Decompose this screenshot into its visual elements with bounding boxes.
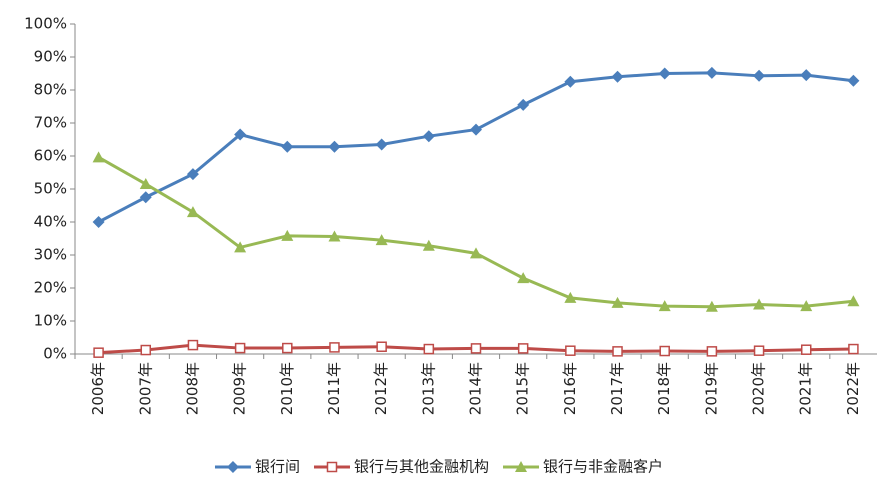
point bbox=[847, 74, 860, 87]
point bbox=[92, 216, 105, 228]
point bbox=[517, 272, 530, 284]
point bbox=[328, 140, 341, 153]
point bbox=[281, 140, 294, 153]
legend: 银行间 银行与其他金融机构 银行与非金融客户 bbox=[214, 458, 663, 476]
point bbox=[800, 69, 813, 82]
y-tick-label: 50% bbox=[34, 180, 67, 198]
point bbox=[612, 346, 623, 357]
x-tick-label: 2006年 bbox=[89, 362, 107, 415]
x-tick-label: 2010年 bbox=[278, 362, 296, 415]
point bbox=[564, 75, 577, 88]
x-tick-label: 2016年 bbox=[561, 362, 579, 415]
series-line bbox=[97, 71, 854, 224]
point bbox=[611, 296, 624, 308]
point bbox=[753, 69, 766, 82]
legend-marker bbox=[326, 461, 338, 473]
point bbox=[376, 341, 387, 352]
point bbox=[517, 98, 530, 111]
point bbox=[517, 343, 529, 354]
point bbox=[611, 70, 624, 83]
point bbox=[847, 295, 860, 307]
x-tick-label: 2011年 bbox=[325, 362, 343, 415]
y-tick-label: 40% bbox=[34, 213, 67, 231]
legend-marker bbox=[226, 461, 239, 473]
y-tick-label: 30% bbox=[34, 246, 67, 264]
point bbox=[470, 343, 482, 354]
y-tick-label: 80% bbox=[34, 81, 67, 99]
point bbox=[139, 178, 152, 190]
x-tick-label: 2009年 bbox=[231, 362, 249, 415]
point bbox=[423, 343, 435, 355]
point bbox=[658, 300, 671, 312]
y-tick-label: 0% bbox=[43, 345, 67, 363]
point bbox=[800, 300, 813, 312]
point bbox=[470, 123, 482, 136]
point bbox=[140, 344, 152, 356]
point bbox=[800, 344, 812, 355]
point bbox=[470, 247, 482, 259]
y-tick-label: 90% bbox=[34, 48, 67, 66]
y-tick-label: 100% bbox=[24, 15, 67, 33]
point bbox=[659, 345, 670, 357]
point bbox=[234, 342, 246, 354]
point bbox=[93, 347, 104, 358]
point bbox=[187, 339, 199, 351]
point bbox=[705, 66, 718, 79]
y-tick-label: 70% bbox=[34, 114, 67, 132]
point bbox=[753, 298, 766, 310]
x-tick-label: 2014年 bbox=[467, 362, 485, 415]
x-tick-label: 2017年 bbox=[608, 362, 626, 415]
point bbox=[848, 343, 859, 355]
point bbox=[706, 346, 718, 357]
point bbox=[564, 291, 577, 303]
point bbox=[658, 67, 671, 80]
point bbox=[375, 234, 388, 246]
series-line bbox=[97, 156, 854, 309]
x-tick-label: 2012年 bbox=[372, 362, 390, 415]
legend-marker bbox=[515, 461, 528, 472]
x-tick-label: 2021年 bbox=[797, 362, 815, 415]
x-tick-label: 2018年 bbox=[655, 362, 673, 415]
point bbox=[234, 128, 247, 141]
y-tick-label: 20% bbox=[34, 279, 67, 297]
x-tick-label: 2007年 bbox=[136, 362, 154, 415]
y-tick-label: 10% bbox=[34, 312, 67, 330]
point bbox=[422, 130, 435, 143]
legend-label: 银行与非金融客户 bbox=[543, 458, 663, 476]
point bbox=[186, 206, 199, 218]
point bbox=[705, 300, 718, 312]
x-tick-label: 2020年 bbox=[750, 362, 768, 415]
point bbox=[375, 138, 388, 151]
point bbox=[329, 342, 340, 353]
point bbox=[234, 241, 247, 253]
point bbox=[282, 342, 293, 354]
x-tick-label: 2022年 bbox=[844, 362, 862, 415]
point bbox=[422, 239, 435, 251]
legend-label: 银行间 bbox=[255, 458, 300, 476]
x-tick-label: 2013年 bbox=[419, 362, 437, 415]
y-tick-label: 60% bbox=[34, 147, 67, 165]
point bbox=[139, 191, 152, 204]
point bbox=[328, 230, 341, 242]
x-tick-label: 2008年 bbox=[183, 362, 201, 415]
point bbox=[565, 345, 576, 356]
point bbox=[753, 345, 765, 356]
point bbox=[186, 168, 199, 181]
x-tick-label: 2019年 bbox=[702, 362, 720, 415]
x-tick-label: 2015年 bbox=[514, 362, 532, 415]
point bbox=[281, 229, 294, 241]
legend-label: 银行与其他金融机构 bbox=[354, 458, 489, 476]
point bbox=[92, 151, 105, 163]
